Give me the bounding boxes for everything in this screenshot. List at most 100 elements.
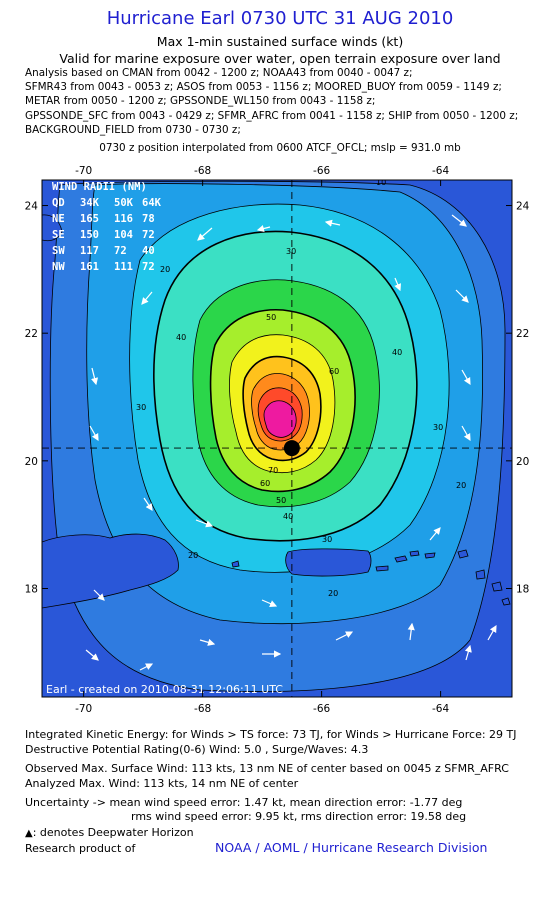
radii-cell: 72 xyxy=(142,229,155,241)
lon-tick-label: -64 xyxy=(432,703,449,715)
dpr-line: Destructive Potential Rating(0-6) Wind: … xyxy=(25,743,369,756)
analysis-line: Analysis based on CMAN from 0042 - 1200 … xyxy=(25,67,413,79)
wind-map: 30 30 30 30 20 20 20 20 40 40 40 50 50 6… xyxy=(0,160,560,720)
analysis-line: BACKGROUND_FIELD from 0730 - 0730 z; xyxy=(25,123,241,136)
contour-value-label: 50 xyxy=(266,313,276,322)
radii-cell: 117 xyxy=(80,245,99,257)
contour-value-label: 40 xyxy=(176,333,186,342)
contour-value-label: 60 xyxy=(329,367,339,376)
wind-arrow xyxy=(429,527,441,541)
lon-tick-label: -70 xyxy=(75,703,92,715)
radii-header-cell: 50K xyxy=(114,197,134,209)
contour-line xyxy=(86,183,484,625)
radii-header-cell: 34K xyxy=(80,197,100,209)
axis-ticks xyxy=(42,180,512,697)
ike-line: Integrated Kinetic Energy: for Winds > T… xyxy=(25,728,517,741)
lon-labels-bottom: -70 -68 -66 -64 xyxy=(75,703,449,715)
contour-value-label: 20 xyxy=(188,551,198,560)
map-frame xyxy=(41,179,513,698)
wind-band-110 xyxy=(263,400,297,438)
lon-tick-label: -68 xyxy=(194,703,211,715)
radii-cell: SW xyxy=(52,245,65,257)
contour-value-label: 70 xyxy=(268,466,278,475)
radii-cell: 40 xyxy=(142,245,155,257)
lat-tick-label: 20 xyxy=(25,456,38,468)
contour-line xyxy=(242,355,322,462)
contour-value-label: 10 xyxy=(376,178,386,187)
observed-max-line: Observed Max. Surface Wind: 113 kts, 13 … xyxy=(25,762,509,775)
uncertainty-line-2: rms wind speed error: 9.95 kt, rms direc… xyxy=(131,810,467,823)
analysis-sources: Analysis based on CMAN from 0042 - 1200 … xyxy=(25,66,555,137)
wind-radii-row-ne: NE 165 116 78 xyxy=(52,213,155,225)
uncertainty-line-1: Uncertainty -> mean wind speed error: 1.… xyxy=(25,796,463,809)
triangle-icon: ▲ xyxy=(25,828,33,839)
radii-cell: 165 xyxy=(80,213,99,225)
lon-tick-label: -68 xyxy=(194,165,211,177)
contour-value-label: 20 xyxy=(328,589,338,598)
contour-line xyxy=(263,400,297,438)
radii-cell: 104 xyxy=(114,229,133,241)
analysis-line: METAR from 0050 - 1200 z; GPSSONDE_WL150… xyxy=(25,95,376,108)
radii-header-cell: 64K xyxy=(142,197,162,209)
contour-line xyxy=(257,387,303,442)
wind-arrow xyxy=(455,289,469,303)
wind-arrow xyxy=(199,638,216,646)
wind-radii-row-se: SE 150 104 72 xyxy=(52,229,155,241)
radii-cell: 78 xyxy=(142,213,155,225)
anguilla-islands xyxy=(457,549,511,606)
wind-radii-header: QD 34K 50K 64K xyxy=(52,197,162,209)
analysis-line: SFMR43 from 0043 - 0053 z; ASOS from 005… xyxy=(25,81,502,94)
radii-header-cell: QD xyxy=(52,197,65,209)
contour-value-labels: 30 30 30 30 20 20 20 20 40 40 40 50 50 6… xyxy=(136,178,466,598)
wind-arrow xyxy=(91,367,99,386)
contour-value-label: 60 xyxy=(260,479,270,488)
wind-arrow xyxy=(487,624,497,641)
research-label: Research product of xyxy=(25,842,136,855)
lon-tick-label: -66 xyxy=(313,703,330,715)
contour-line xyxy=(153,230,418,542)
analysis-line: GPSSONDE_SFC from 0043 - 0429 z; SFMR_AF… xyxy=(25,109,519,122)
radii-cell: 150 xyxy=(80,229,99,241)
lat-tick-label: 22 xyxy=(25,328,38,340)
wind-arrow xyxy=(139,663,154,671)
land-masses xyxy=(42,214,511,609)
wind-radii-table: WIND RADII (NM) QD 34K 50K 64K NE 165 11… xyxy=(52,181,162,273)
wind-arrow xyxy=(461,369,471,386)
radii-cell: 72 xyxy=(114,245,127,257)
lat-labels-right: 24 22 20 18 xyxy=(516,201,530,596)
wind-arrow xyxy=(89,425,99,442)
wind-map-svg: 30 30 30 30 20 20 20 20 40 40 40 50 50 6… xyxy=(25,165,530,715)
wind-arrow xyxy=(464,644,472,661)
contour-value-label: 40 xyxy=(283,512,293,521)
contour-value-label: 40 xyxy=(392,348,402,357)
lon-tick-label: -64 xyxy=(432,165,449,177)
lon-tick-label: -66 xyxy=(313,165,330,177)
wind-radii-row-nw: NW 161 111 72 xyxy=(52,261,155,273)
wind-arrow xyxy=(461,425,471,442)
wind-arrow xyxy=(93,589,105,601)
wind-arrow xyxy=(335,631,354,641)
contour-line xyxy=(129,203,450,573)
wind-field: 30 30 30 30 20 20 20 20 40 40 40 50 50 6… xyxy=(42,178,512,697)
wind-arrow xyxy=(324,219,341,227)
contour-value-label: 30 xyxy=(433,423,443,432)
hispaniola-coast xyxy=(42,533,179,609)
wind-arrow xyxy=(261,599,278,607)
wind-arrow xyxy=(85,649,99,661)
org-link[interactable]: NOAA / AOML / Hurricane Research Divisio… xyxy=(215,840,488,855)
wind-arrow xyxy=(256,225,271,233)
virgin-islands xyxy=(394,550,436,563)
radii-cell: NW xyxy=(52,261,65,273)
radii-cell: 161 xyxy=(80,261,99,273)
map-subtitle-2: Valid for marine exposure over water, op… xyxy=(59,51,501,66)
radii-cell: 116 xyxy=(114,213,133,225)
lat-tick-label: 24 xyxy=(25,201,39,213)
contour-line xyxy=(209,308,356,493)
lon-labels-top: -70 -68 -66 -64 xyxy=(75,165,449,177)
deepwater-legend: ▲: denotes Deepwater Horizon xyxy=(25,826,194,839)
contour-value-label: 50 xyxy=(276,496,286,505)
center-crosshair xyxy=(42,180,512,697)
wind-radii-title: WIND RADII (NM) xyxy=(52,181,147,193)
radii-cell: 111 xyxy=(114,261,133,273)
wind-arrow xyxy=(451,214,467,227)
